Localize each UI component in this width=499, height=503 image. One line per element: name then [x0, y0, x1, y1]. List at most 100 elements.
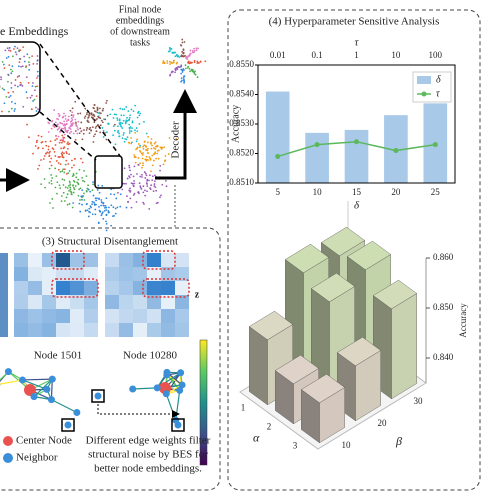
dot	[93, 121, 95, 123]
heat-cell	[28, 267, 42, 281]
dot	[144, 195, 146, 197]
dot	[165, 155, 167, 157]
dot	[58, 136, 60, 138]
dot	[32, 63, 34, 65]
dot	[18, 49, 20, 51]
dot	[66, 123, 68, 125]
dot	[144, 159, 146, 161]
dot	[92, 107, 94, 109]
dot	[116, 117, 118, 119]
heat-cell	[56, 281, 70, 295]
dot	[66, 131, 68, 133]
dot	[37, 59, 39, 61]
dot	[45, 141, 47, 143]
dot	[87, 209, 89, 211]
dot	[70, 131, 72, 133]
dot	[61, 200, 63, 202]
dot	[74, 123, 76, 125]
final-label: embeddings	[116, 15, 164, 26]
dot	[45, 145, 47, 147]
dot	[53, 109, 55, 111]
dot	[92, 118, 94, 120]
dot	[136, 130, 138, 132]
dot	[188, 60, 190, 62]
dot	[23, 56, 25, 58]
dot	[12, 91, 14, 93]
bar-side	[249, 327, 267, 405]
dot	[126, 117, 128, 119]
heat-cell	[133, 281, 147, 295]
dot	[95, 126, 97, 128]
dot	[85, 210, 87, 212]
dot	[89, 212, 91, 214]
dot	[139, 162, 141, 164]
dot	[151, 145, 153, 147]
dot	[71, 167, 73, 169]
dot	[157, 145, 159, 147]
dot	[166, 60, 168, 62]
dot	[12, 55, 14, 57]
dot	[149, 187, 151, 189]
dot	[26, 53, 28, 55]
dot	[74, 158, 76, 160]
dot	[69, 170, 71, 172]
dot	[129, 169, 131, 171]
x-axis-label: δ	[354, 200, 360, 212]
dot	[181, 42, 183, 44]
dot	[159, 170, 161, 172]
dot	[84, 117, 86, 119]
dot	[67, 119, 69, 121]
z-label: z	[195, 289, 200, 300]
x-tick-label: 10	[313, 187, 323, 197]
dot	[189, 68, 191, 70]
dot	[113, 194, 115, 196]
heat-cell	[161, 309, 175, 323]
dot	[142, 185, 144, 187]
panel-title: (3) Structural Disentanglement	[42, 236, 178, 248]
dot	[29, 57, 31, 59]
dot	[73, 180, 75, 182]
dot	[74, 188, 76, 190]
dot	[139, 182, 141, 184]
dot	[92, 201, 94, 203]
dot	[56, 160, 58, 162]
y-tick-label: 30	[414, 396, 424, 406]
dot	[137, 111, 139, 113]
dot	[127, 201, 129, 203]
y-tick-label: 0.8520	[229, 148, 254, 158]
dot	[95, 200, 97, 202]
dot	[108, 212, 110, 214]
dot	[125, 106, 127, 108]
dot	[139, 123, 141, 125]
dot	[75, 185, 77, 187]
dot	[148, 179, 150, 181]
dot	[22, 106, 24, 108]
dot	[48, 146, 50, 148]
dot	[178, 66, 180, 68]
chart-title: (4) Hyperparameter Sensitive Analysis	[269, 16, 440, 28]
dot	[68, 127, 70, 129]
dot	[86, 129, 88, 131]
dot	[75, 125, 77, 127]
dot	[180, 73, 182, 75]
caption: better node embeddings.	[94, 463, 202, 475]
dot	[183, 81, 185, 83]
dot	[192, 52, 194, 54]
edge	[166, 394, 175, 420]
node	[163, 390, 170, 397]
edge	[23, 379, 53, 380]
dot	[99, 117, 101, 119]
y-tick-label: 0.8510	[229, 177, 254, 187]
dot	[65, 164, 67, 166]
dot	[67, 141, 69, 143]
dot	[61, 123, 63, 125]
final-label: Final node	[119, 4, 162, 15]
dot	[14, 85, 16, 87]
dot	[155, 158, 157, 160]
dot	[84, 115, 86, 117]
dot	[55, 187, 57, 189]
dot	[83, 193, 85, 195]
dot	[144, 189, 146, 191]
dot	[68, 185, 70, 187]
dot	[35, 145, 37, 147]
